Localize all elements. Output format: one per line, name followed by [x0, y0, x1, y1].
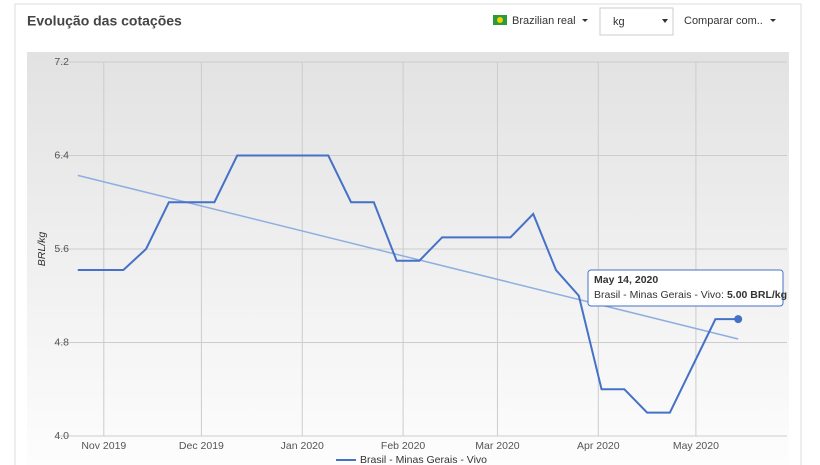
- hover-point: [734, 315, 743, 324]
- unit-select[interactable]: kg: [613, 16, 625, 28]
- y-tick-label: 6.4: [54, 149, 69, 161]
- y-tick-label: 4.8: [54, 336, 69, 348]
- compare-select[interactable]: Comparar com..: [684, 15, 763, 27]
- tooltip-label: Brasil - Minas Gerais - Vivo:: [594, 289, 724, 301]
- caret: [770, 19, 776, 22]
- currency-select[interactable]: Brazilian real: [512, 15, 576, 27]
- x-tick-label: May 2020: [673, 440, 719, 452]
- plot: 4.0 4.8 5.6 6.4 7.2 Nov 2019 Dec 2019 Jan 2020 F…: [54, 56, 787, 465]
- x-tick-label: Apr 2020: [577, 440, 620, 452]
- chart-background: [27, 52, 789, 465]
- caret: [662, 19, 668, 23]
- y-tick-label: 7.2: [54, 56, 69, 68]
- x-tick-label: Feb 2020: [381, 440, 426, 452]
- flag-dot: [497, 17, 503, 23]
- unit-select-box[interactable]: [599, 7, 674, 36]
- x-tick-label: Nov 2019: [81, 440, 126, 452]
- y-tick-label: 4.0: [54, 430, 69, 442]
- legend-label: Brasil - Minas Gerais - Vivo: [360, 454, 487, 465]
- x-tick-label: Jan 2020: [281, 440, 324, 452]
- series-line: [77, 154, 739, 414]
- tooltip-value: 5.00 BRL/kg: [727, 289, 787, 301]
- tooltip-date: May 14, 2020: [594, 274, 658, 286]
- x-tick-label: Dec 2019: [179, 440, 224, 452]
- x-tick-label: Mar 2020: [475, 440, 520, 452]
- y-axis-title: BRL/kg: [36, 232, 48, 267]
- card-title: Evolução das cotações: [27, 13, 182, 29]
- tooltip-box: [587, 269, 784, 307]
- y-tick-label: 5.6: [54, 243, 69, 255]
- caret: [582, 19, 588, 22]
